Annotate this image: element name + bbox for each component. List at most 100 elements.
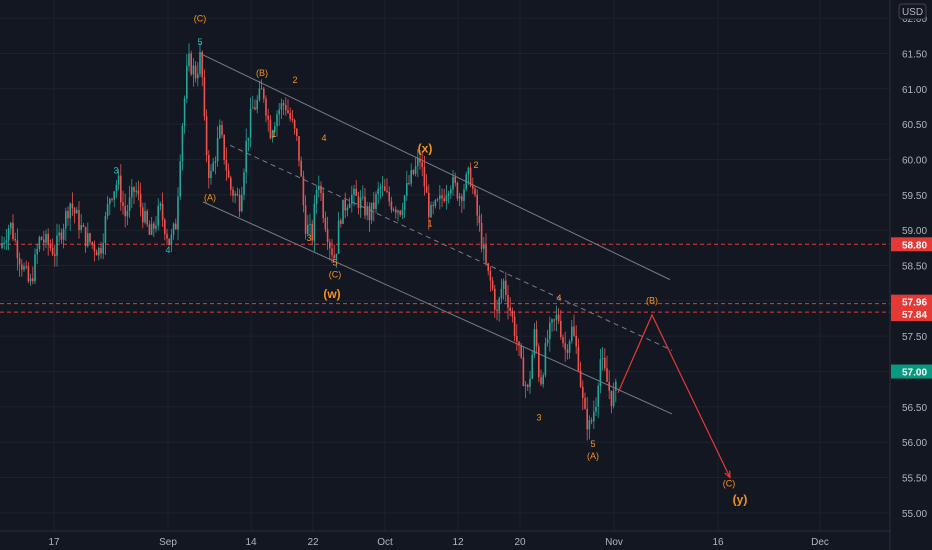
candle-body: [223, 134, 225, 161]
candle-body: [313, 203, 316, 241]
x-tick-label: 12: [452, 537, 464, 548]
candle-body: [91, 242, 93, 245]
candle-body: [183, 98, 186, 126]
candle-body: [133, 187, 135, 192]
x-axis[interactable]: 17 Sep 14 22 Oct 12 20 Nov 16 Dec: [48, 537, 828, 548]
candle-body: [417, 158, 419, 167]
candle-body: [155, 225, 157, 229]
wave-label: 2: [292, 75, 297, 85]
price-tag-bg: [891, 364, 932, 379]
candle-body: [172, 223, 175, 235]
candle-body: [89, 233, 91, 243]
candle-body: [252, 107, 254, 109]
candle-body: [122, 202, 124, 206]
candle-body: [80, 225, 82, 230]
candle-body: [476, 194, 478, 216]
candle-body: [395, 209, 397, 213]
wave-label: (A): [587, 451, 599, 461]
candle-body: [582, 386, 584, 398]
candle-body: [487, 263, 489, 271]
candle-body: [131, 187, 133, 198]
currency-badge[interactable]: USD: [898, 3, 927, 20]
candle-body: [568, 341, 571, 353]
candle-body: [540, 377, 542, 385]
candle-body: [551, 319, 553, 323]
candle-body: [58, 232, 60, 236]
candle-body: [54, 254, 56, 256]
wave-label: 5: [332, 258, 337, 268]
candle-body: [254, 107, 256, 110]
y-tick-label: 59.50: [902, 191, 927, 202]
candle-body: [560, 320, 562, 337]
candle-body: [511, 310, 514, 317]
candle-body: [485, 245, 487, 264]
candle-body: [377, 188, 379, 194]
candle-body: [287, 110, 289, 113]
candle-body: [168, 238, 170, 245]
candle-body: [104, 216, 107, 243]
candle-body: [399, 210, 401, 215]
candle-body: [392, 209, 395, 211]
candle-body: [47, 233, 49, 246]
candle-body: [586, 408, 588, 430]
price-tag: 58.80: [891, 237, 932, 252]
candles: [1, 42, 617, 441]
candle-body: [73, 208, 76, 214]
wave-label: (C): [329, 270, 342, 280]
candle-body: [271, 131, 274, 139]
projection-path: [617, 313, 731, 479]
candle-body: [190, 53, 192, 75]
y-tick-label: 56.50: [902, 403, 927, 414]
candle-body: [386, 190, 388, 192]
candle-body: [388, 191, 390, 202]
candle-body: [139, 194, 142, 208]
candle-body: [408, 183, 410, 185]
candle-body: [100, 247, 102, 254]
y-tick-label: 61.00: [902, 85, 927, 96]
candle-body: [474, 188, 476, 195]
candle-body: [113, 191, 115, 200]
candle-body: [555, 314, 558, 320]
candle-body: [441, 195, 443, 199]
candle-body: [199, 51, 201, 74]
wave-label: 3: [113, 166, 118, 176]
candle-body: [175, 223, 177, 230]
candle-body: [265, 98, 267, 116]
candle-body: [450, 189, 452, 194]
candle-body: [597, 385, 599, 407]
x-tick-label: 16: [712, 537, 724, 548]
y-tick-label: 55.00: [902, 509, 927, 520]
candle-body: [434, 200, 437, 206]
candle-body: [34, 254, 36, 282]
y-axis[interactable]: 62.00 61.50 61.00 60.50 60.00 59.50 59.00 58.50…: [891, 14, 932, 520]
candle-body: [227, 170, 230, 178]
y-tick-label: 58.50: [902, 262, 927, 273]
x-tick-label: 20: [514, 537, 526, 548]
candle-body: [337, 220, 340, 254]
candle-body: [322, 193, 324, 219]
candle-body: [452, 176, 454, 190]
candle-body: [120, 175, 122, 203]
y-tick-label: 62.00: [902, 14, 927, 25]
candle-body: [518, 341, 520, 346]
candle-body: [436, 199, 439, 201]
candle-body: [373, 202, 375, 209]
candle-body: [472, 185, 474, 189]
y-tick-label: 56.00: [902, 438, 927, 449]
candle-body: [95, 251, 98, 256]
candle-body: [309, 223, 311, 225]
price-tag-label: 57.00: [902, 368, 927, 379]
candle-body: [84, 226, 87, 247]
candle-body: [267, 115, 269, 120]
candle-body: [150, 223, 153, 235]
candle-body: [56, 235, 58, 256]
candle-body: [27, 266, 30, 282]
x-tick-label: 14: [245, 537, 257, 548]
wave-labels: (C) 5 (B) 2 1 4 3 4 (A) 3 5 (C) (w) (x) 2 1 4 (B) 3 5 (A) (C)…: [113, 14, 747, 507]
candle-body: [249, 108, 252, 138]
candle-body: [111, 198, 113, 200]
candle-body: [549, 322, 551, 340]
y-tick-label: 55.50: [902, 474, 927, 485]
candle-body: [447, 193, 450, 196]
